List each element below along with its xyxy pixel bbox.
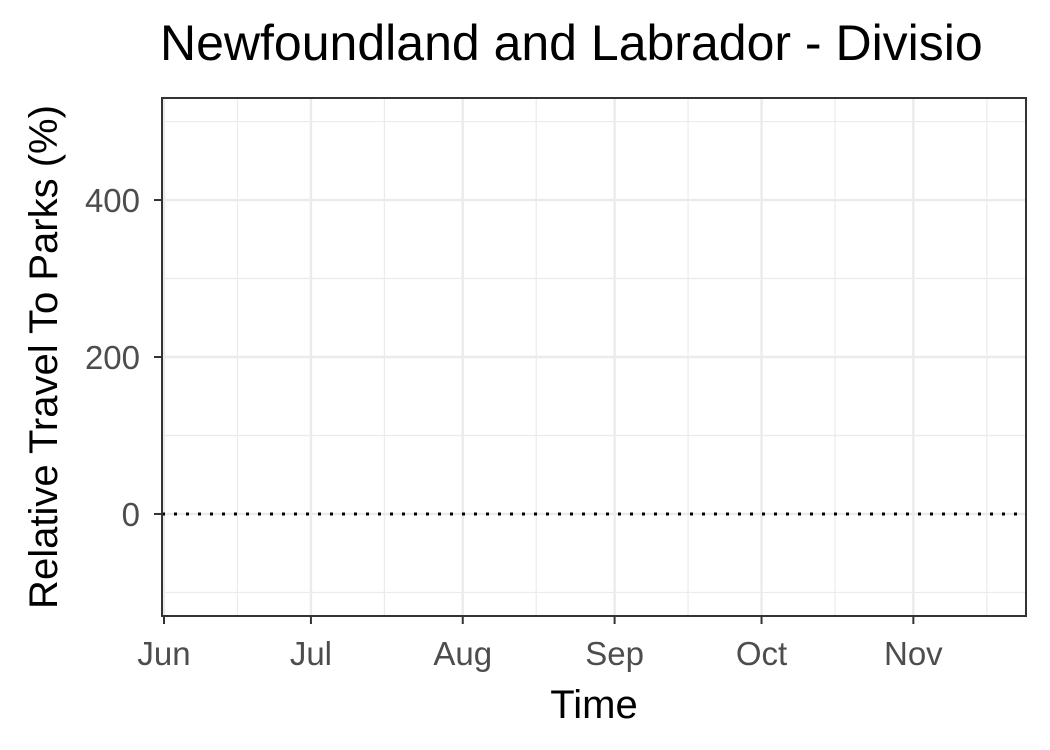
x-tick-label: Sep: [585, 635, 644, 672]
y-axis-title: Relative Travel To Parks (%): [22, 105, 66, 609]
y-axis: 0 200 400: [85, 182, 162, 533]
y-tick-label: 400: [85, 182, 140, 219]
x-tick-label: Jul: [290, 635, 332, 672]
x-tick-label: Aug: [433, 635, 492, 672]
y-tick-label: 0: [122, 496, 140, 533]
chart-title: Newfoundland and Labrador - Divisio: [160, 15, 983, 71]
y-tick-label: 200: [85, 339, 140, 376]
x-tick-label: Oct: [736, 635, 787, 672]
x-tick-label: Nov: [884, 635, 943, 672]
x-axis-title: Time: [550, 683, 637, 727]
x-tick-label: Jun: [137, 635, 190, 672]
x-axis: Jun Jul Aug Sep Oct Nov: [137, 616, 943, 672]
major-gridlines: [162, 98, 1026, 616]
